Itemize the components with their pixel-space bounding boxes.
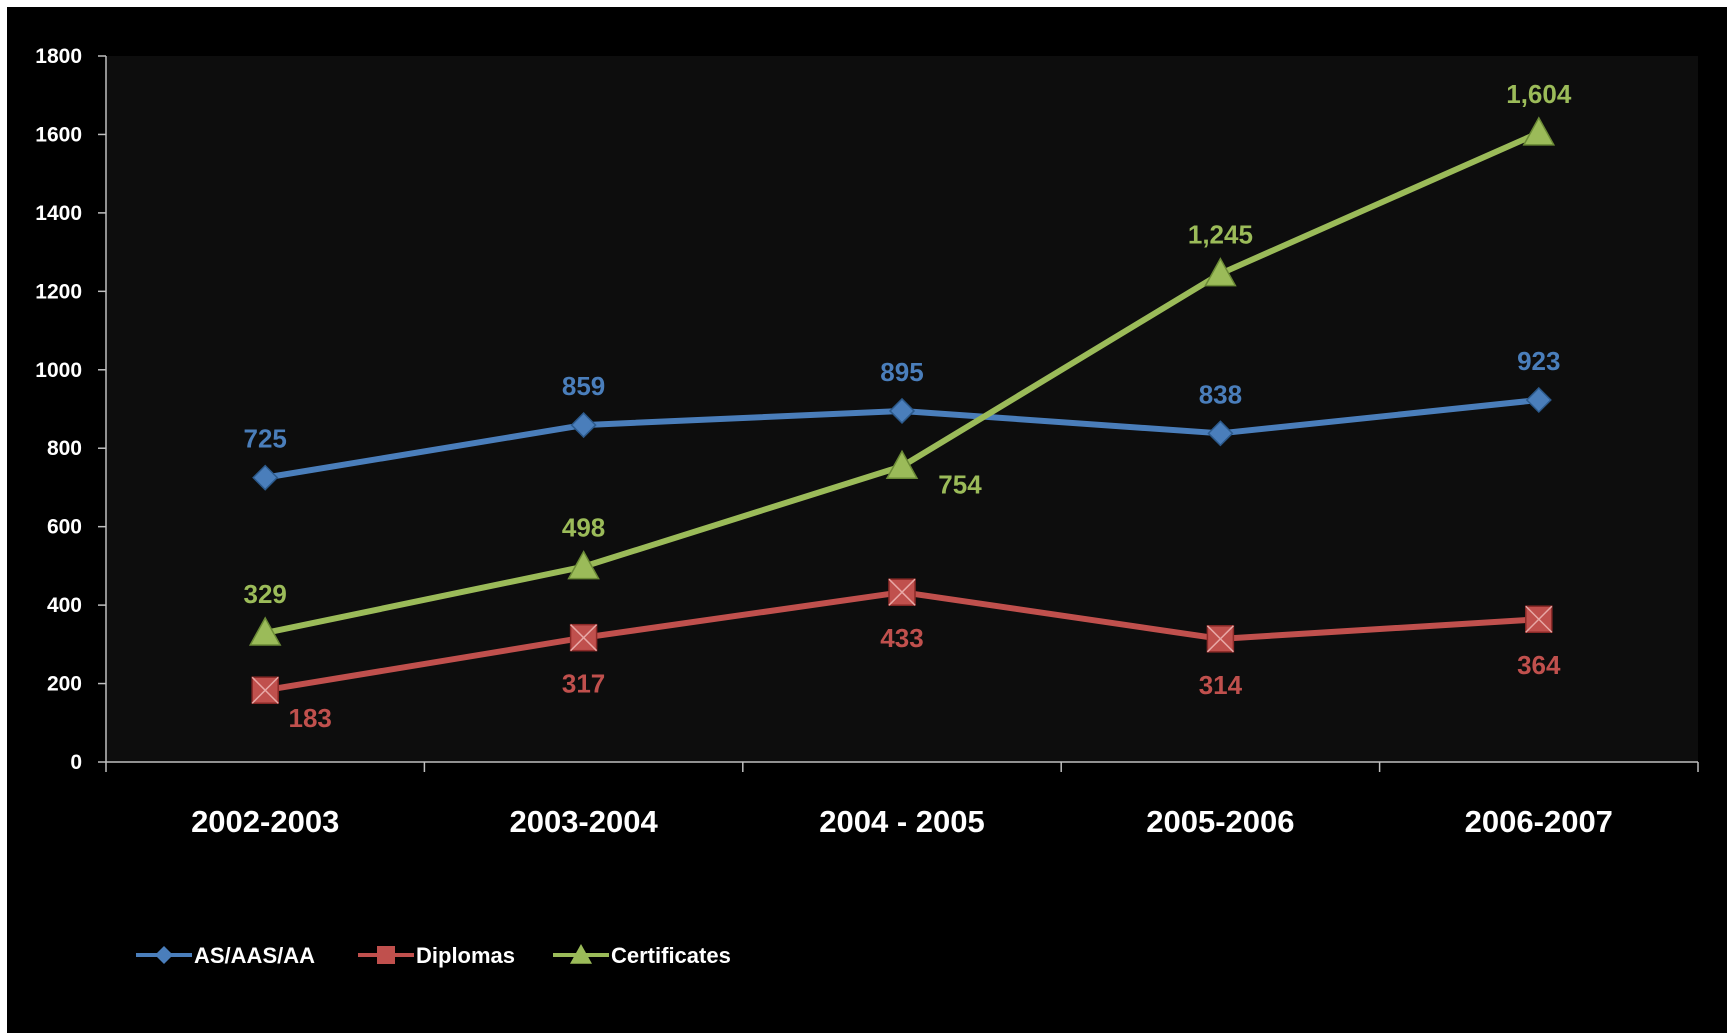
y-tick-label: 200 <box>47 673 82 696</box>
legend: AS/AAS/AA Diplomas Certificates <box>136 943 731 968</box>
data-label: 498 <box>562 513 605 543</box>
diamond-marker <box>1525 386 1552 414</box>
y-tick-label: 0 <box>70 751 82 774</box>
data-label: 364 <box>1517 650 1561 680</box>
y-tick-label: 1000 <box>35 359 82 382</box>
triangle-marker <box>567 550 600 580</box>
square-marker <box>251 676 279 704</box>
legend-item: Diplomas <box>358 943 515 968</box>
legend-triangle-icon <box>570 944 592 964</box>
legend-item: AS/AAS/AA <box>136 943 315 968</box>
data-label: 433 <box>880 623 923 653</box>
data-label: 1,245 <box>1188 220 1253 250</box>
x-tick-label: 2005-2006 <box>1146 804 1294 839</box>
triangle-marker <box>248 616 282 646</box>
square-marker <box>888 578 916 606</box>
legend-diamond-icon <box>155 946 173 964</box>
square-marker-cross <box>1206 625 1234 653</box>
legend-label: Diplomas <box>416 943 515 968</box>
y-tick-label: 400 <box>47 594 82 617</box>
data-labels: 725 859 895 838 923 183 317 433 314 364 329 498 754 1… <box>244 79 1572 733</box>
data-label: 923 <box>1517 346 1560 376</box>
series-markers <box>248 116 1556 704</box>
diamond-marker <box>570 412 597 439</box>
data-label: 895 <box>880 357 923 387</box>
data-label: 859 <box>562 371 605 401</box>
triangle-marker <box>1522 116 1556 146</box>
y-tick-label: 600 <box>47 516 82 539</box>
x-tick-label: 2004 - 2005 <box>819 804 984 839</box>
x-tick-label: 2002-2003 <box>191 804 339 839</box>
y-tick-label: 800 <box>47 437 82 460</box>
legend-label: Certificates <box>611 943 731 968</box>
data-label: 317 <box>562 669 605 699</box>
square-marker <box>1206 625 1235 653</box>
legend-square-icon <box>377 946 395 964</box>
y-tick-label: 1600 <box>35 123 82 146</box>
square-marker <box>569 623 598 652</box>
square-marker-cross <box>570 624 598 652</box>
triangle-marker <box>1204 257 1237 287</box>
square-marker-cross <box>1525 605 1553 633</box>
y-tick-label: 1400 <box>35 202 82 225</box>
triangle-marker <box>885 449 919 480</box>
x-tick-label: 2003-2004 <box>509 804 658 839</box>
data-label: 838 <box>1199 379 1242 409</box>
legend-item: Certificates <box>553 943 731 968</box>
data-label: 754 <box>938 469 982 499</box>
data-label: 725 <box>244 424 287 454</box>
data-label: 329 <box>244 579 287 609</box>
square-marker-cross <box>888 578 916 606</box>
data-label: 1,604 <box>1506 79 1572 109</box>
data-label: 183 <box>289 703 332 733</box>
diamond-marker <box>1207 420 1234 447</box>
y-tick-label: 1200 <box>35 280 82 303</box>
data-label: 314 <box>1199 670 1243 700</box>
y-tick-label: 1800 <box>35 45 82 68</box>
x-tick-label: 2006-2007 <box>1465 804 1613 839</box>
square-marker <box>1525 605 1553 633</box>
diamond-marker <box>888 397 916 425</box>
axes: 0 200 400 600 800 1000 1200 1400 1600 1800 2002-20… <box>35 45 1699 839</box>
square-marker-cross <box>251 676 279 704</box>
diamond-marker <box>252 464 279 491</box>
legend-label: AS/AAS/AA <box>194 943 315 968</box>
